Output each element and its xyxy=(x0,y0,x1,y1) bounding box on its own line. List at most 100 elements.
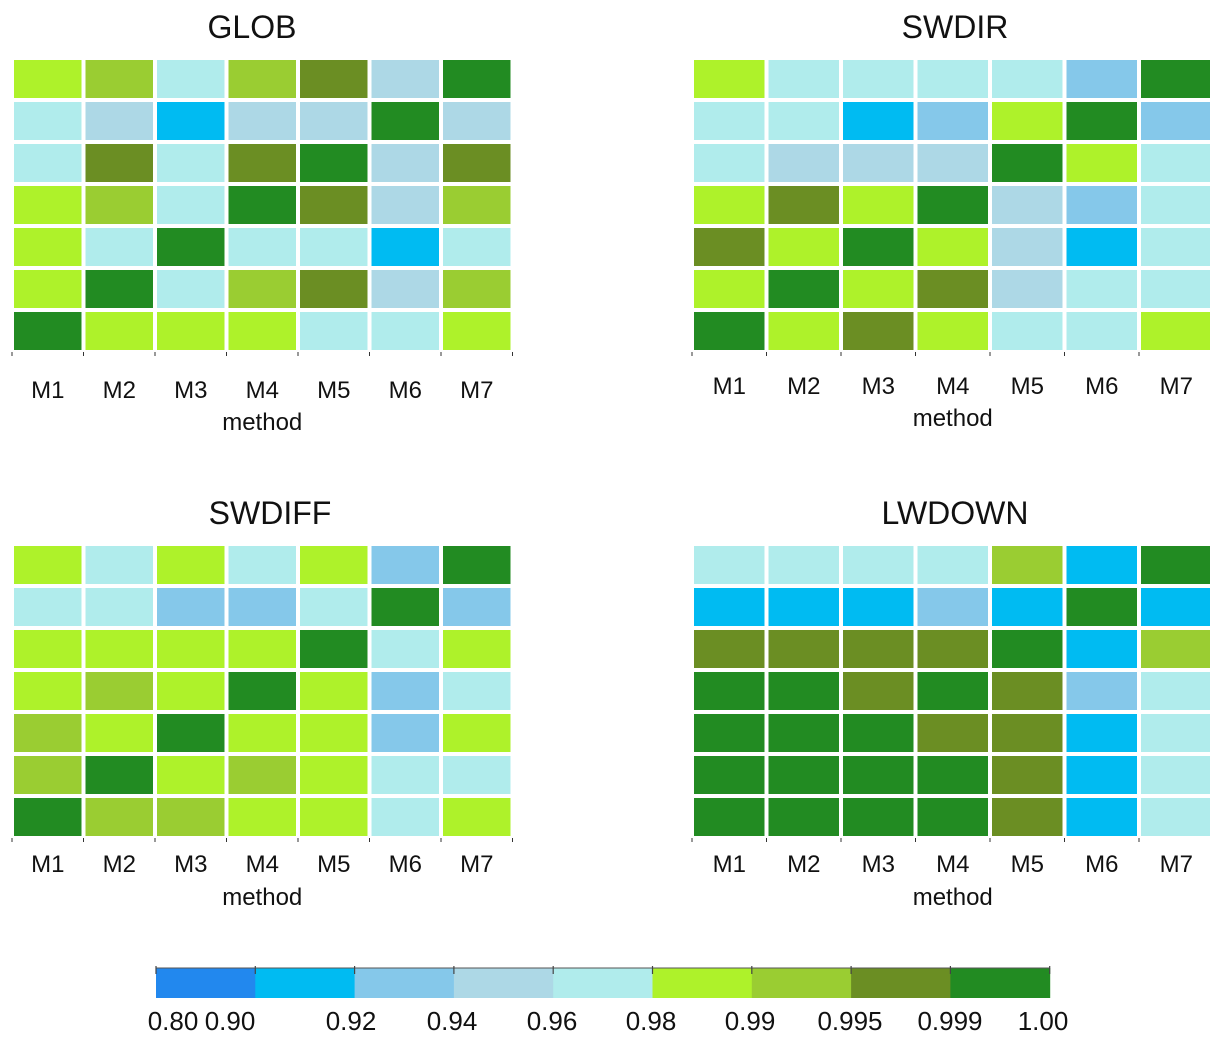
heatmap-cell xyxy=(14,630,82,668)
heatmap-cell xyxy=(300,270,368,308)
heatmap-cell xyxy=(768,756,839,794)
heatmap-cell xyxy=(443,588,511,626)
heatmap-cell xyxy=(694,546,765,584)
x-tick-label: M2 xyxy=(103,377,136,404)
heatmap-cell xyxy=(300,714,368,752)
heatmap-cell xyxy=(1066,798,1137,836)
x-tick-label: M1 xyxy=(713,851,746,878)
heatmap-cell xyxy=(917,798,988,836)
heatmap-cell xyxy=(14,672,82,710)
x-tick-label: M2 xyxy=(103,851,136,878)
heatmap-cell xyxy=(443,186,511,224)
heatmap-cell xyxy=(1066,102,1137,140)
heatmap-cell xyxy=(371,588,439,626)
heatmap-cell xyxy=(992,102,1063,140)
heatmap-cell xyxy=(157,60,225,98)
heatmap-cell xyxy=(300,144,368,182)
heatmap-cell xyxy=(992,186,1063,224)
x-tick-label: M7 xyxy=(460,377,493,404)
heatmap-cell xyxy=(85,588,153,626)
heatmap-cell xyxy=(443,714,511,752)
heatmap-cell xyxy=(371,102,439,140)
heatmap-cell xyxy=(371,546,439,584)
colorbar-swatch xyxy=(354,968,455,998)
heatmap-cell xyxy=(371,312,439,350)
heatmap-cell xyxy=(157,312,225,350)
heatmap-cell xyxy=(85,546,153,584)
heatmap-cell xyxy=(768,588,839,626)
heatmap-cell xyxy=(768,102,839,140)
heatmap-cell xyxy=(14,756,82,794)
heatmap-cell xyxy=(228,672,296,710)
heatmap-cell xyxy=(992,60,1063,98)
x-axis-label: method xyxy=(913,884,993,911)
x-tick-label: M4 xyxy=(246,851,279,878)
heatmap-cell xyxy=(371,228,439,266)
colorbar-tick-label: 0.999 xyxy=(917,1006,982,1036)
heatmap-cell xyxy=(843,102,914,140)
colorbar-tick-label: 0.96 xyxy=(527,1006,578,1036)
heatmap-cell xyxy=(300,798,368,836)
heatmap-cell xyxy=(371,270,439,308)
x-tick-label: M3 xyxy=(862,851,895,878)
heatmap-cell xyxy=(443,630,511,668)
colorbar-tick-label: 0.99 xyxy=(725,1006,776,1036)
colorbar-tick-label: 0.92 xyxy=(326,1006,377,1036)
heatmap-cell xyxy=(992,228,1063,266)
heatmap-cell xyxy=(843,798,914,836)
heatmap-cell xyxy=(1141,798,1210,836)
heatmap-cell xyxy=(1066,588,1137,626)
x-tick-label: M5 xyxy=(317,377,350,404)
heatmap-cell xyxy=(300,630,368,668)
x-tick-label: M6 xyxy=(389,377,422,404)
heatmap-cell xyxy=(85,672,153,710)
heatmap-cell xyxy=(843,546,914,584)
heatmap-cell xyxy=(992,546,1063,584)
heatmap-cell xyxy=(157,270,225,308)
heatmap-cell xyxy=(1141,588,1210,626)
heatmap-cell xyxy=(917,714,988,752)
heatmap-cell xyxy=(1141,270,1210,308)
heatmap-cell xyxy=(443,672,511,710)
heatmap-cell xyxy=(228,798,296,836)
x-tick-label: M5 xyxy=(1011,373,1044,400)
heatmap-cell xyxy=(1141,144,1210,182)
heatmap-cell xyxy=(371,144,439,182)
heatmap-cell xyxy=(85,312,153,350)
heatmap-cell xyxy=(85,102,153,140)
heatmap-cell xyxy=(228,102,296,140)
heatmap-cell xyxy=(992,756,1063,794)
heatmap-cell xyxy=(1141,102,1210,140)
heatmap-cell xyxy=(992,798,1063,836)
heatmap-cell xyxy=(1066,228,1137,266)
heatmap-cell xyxy=(14,228,82,266)
heatmap-cell xyxy=(843,186,914,224)
heatmap-cell xyxy=(14,102,82,140)
heatmap-cell xyxy=(228,270,296,308)
heatmap-cell xyxy=(843,312,914,350)
x-tick-label: M5 xyxy=(1011,851,1044,878)
heatmap-cell xyxy=(768,672,839,710)
x-tick-label: M7 xyxy=(1160,373,1193,400)
heatmap-cell xyxy=(85,714,153,752)
heatmap-cell xyxy=(157,756,225,794)
heatmap-cell xyxy=(14,60,82,98)
heatmap-cell xyxy=(228,144,296,182)
heatmap-cell xyxy=(443,228,511,266)
heatmap-cell xyxy=(694,102,765,140)
x-tick-label: M6 xyxy=(389,851,422,878)
heatmap-cell xyxy=(1066,756,1137,794)
heatmap-cell xyxy=(768,630,839,668)
heatmap-cell xyxy=(843,228,914,266)
heatmap-cell xyxy=(768,312,839,350)
colorbar-swatch xyxy=(950,968,1051,998)
heatmap-cell xyxy=(300,102,368,140)
heatmap-cell xyxy=(443,546,511,584)
heatmap-cell xyxy=(917,312,988,350)
heatmap-cell xyxy=(157,672,225,710)
heatmap-cell xyxy=(917,186,988,224)
colorbar-swatch xyxy=(553,968,653,998)
x-tick-label: M4 xyxy=(936,373,969,400)
heatmap-cell xyxy=(300,60,368,98)
heatmap-panel-lwdown: LWDOWN M1 M2 M3 M4 M5 M6 M7 method xyxy=(691,495,1210,911)
